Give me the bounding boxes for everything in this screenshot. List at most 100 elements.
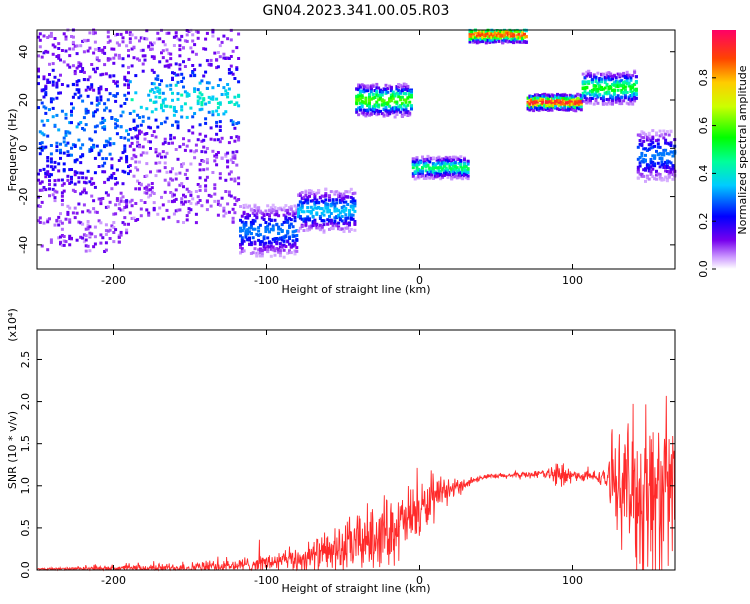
spectrogram-cell (333, 191, 337, 195)
spectrogram-cell (590, 90, 594, 94)
spectrogram-cell (112, 226, 116, 229)
spectrogram-cell (174, 177, 178, 181)
spectrogram-cell (322, 219, 326, 223)
spectrogram-cell (75, 66, 79, 70)
spectrogram-cell (224, 56, 228, 60)
spectrogram-cell (242, 205, 246, 209)
spectrogram-cell (81, 69, 85, 73)
spectrogram-cell (441, 175, 445, 179)
spectrogram-cell (237, 182, 241, 186)
spectrogram-cell (298, 192, 302, 196)
snr-frame (36, 329, 676, 571)
bottom-x-axis-label: Height of straight line (km) (281, 582, 430, 595)
spectrogram-cell (338, 227, 342, 231)
spectrogram-cell (355, 94, 359, 98)
spectrogram-cell (557, 103, 561, 107)
spectrogram-cell (587, 99, 591, 103)
spectrogram-cell (280, 236, 284, 240)
spectrogram-cell (204, 184, 208, 188)
spectrogram-cell (537, 94, 541, 97)
spectrogram-cell (266, 204, 270, 208)
spectrogram-cell (127, 222, 130, 226)
bottom-y-scale-label: (x10⁴) (6, 308, 19, 342)
spectrogram-cell (338, 211, 342, 215)
spectrogram-cell (324, 206, 328, 210)
spectrogram-cell (160, 103, 163, 107)
spectrogram-cell (174, 73, 178, 77)
spectrogram-cell (651, 141, 655, 145)
spectrogram-cell (147, 213, 151, 217)
spectrogram-cell (384, 109, 388, 113)
spectrogram-cell (277, 237, 281, 241)
spectrogram-cell (93, 242, 97, 246)
spectrogram-cell (106, 98, 110, 102)
spectrogram-cell (317, 190, 321, 194)
spectrogram-cell (308, 210, 311, 214)
spectrogram-cell (379, 92, 382, 96)
spectrogram-cell (486, 32, 490, 36)
spectrogram-cell (282, 213, 286, 217)
spectrogram-cell (402, 103, 406, 107)
spectrogram-cell (397, 92, 401, 96)
spectrogram-cell (313, 206, 317, 210)
spectrogram-cell (147, 125, 151, 129)
spectrogram-cell (145, 151, 149, 155)
spectrogram-cell (559, 94, 563, 98)
spectrogram-cell (60, 203, 64, 207)
spectrogram-cell (530, 95, 534, 98)
spectrogram-cell (174, 83, 178, 87)
spectrogram-cell (642, 147, 646, 151)
spectrogram-cell (671, 150, 675, 154)
spectrogram-cell (288, 237, 291, 240)
spectrogram-cell (145, 29, 149, 33)
spectrogram-cell (550, 108, 554, 112)
spectrogram-cell (37, 67, 40, 71)
spectrogram-cell (187, 207, 191, 211)
spectrogram-cell (543, 92, 547, 96)
spectrogram-cell (320, 207, 324, 211)
spectrogram-cell (647, 177, 651, 181)
spectrogram-cell (115, 197, 119, 201)
spectrogram-cell (255, 254, 259, 257)
spectrogram-cell (172, 108, 176, 112)
spectrogram-cell (504, 31, 508, 35)
spectrogram-cell (428, 160, 432, 164)
spectrogram-cell (194, 149, 198, 153)
spectrogram-cell (631, 102, 635, 106)
spectrogram-cell (101, 120, 105, 124)
spectrogram-cell (182, 185, 185, 189)
spectrogram-cell (280, 243, 284, 247)
spectrogram-cell (651, 137, 655, 141)
spectrogram-cell (357, 113, 361, 117)
spectrogram-cell (313, 201, 317, 204)
spectrogram-cell (656, 172, 660, 176)
spectrogram-cell (348, 213, 351, 217)
spectrogram-cell (288, 224, 291, 228)
spectrogram-cell (335, 224, 339, 228)
spectrogram-cell (362, 109, 366, 113)
spectrogram-cell (204, 189, 208, 193)
spectrogram-cell (115, 168, 119, 172)
spectrogram-cell (633, 70, 637, 74)
spectrogram-cell (408, 100, 412, 104)
spectrogram-cell (106, 205, 110, 209)
spectrogram-cell (585, 98, 589, 102)
spectrogram-cell (399, 83, 403, 87)
spectrogram-cell (51, 115, 55, 119)
spectrogram-cell (249, 252, 253, 255)
spectrogram-cell (419, 175, 423, 179)
top-x-tick-label: -100 (254, 274, 279, 287)
spectrogram-cell (158, 37, 162, 41)
spectrogram-cell (204, 121, 208, 125)
spectrogram-cell (612, 88, 616, 92)
spectrogram-cell (114, 81, 118, 85)
spectrogram-cell (68, 131, 72, 135)
spectrogram-cell (377, 112, 381, 116)
spectrogram-cell (178, 171, 182, 175)
spectrogram-cell (640, 135, 644, 139)
spectrogram-cell (358, 89, 362, 93)
spectrogram-cell (213, 186, 217, 190)
spectrogram-cell (141, 48, 145, 52)
spectrogram-cell (103, 161, 107, 165)
spectrogram-cell (622, 83, 626, 87)
